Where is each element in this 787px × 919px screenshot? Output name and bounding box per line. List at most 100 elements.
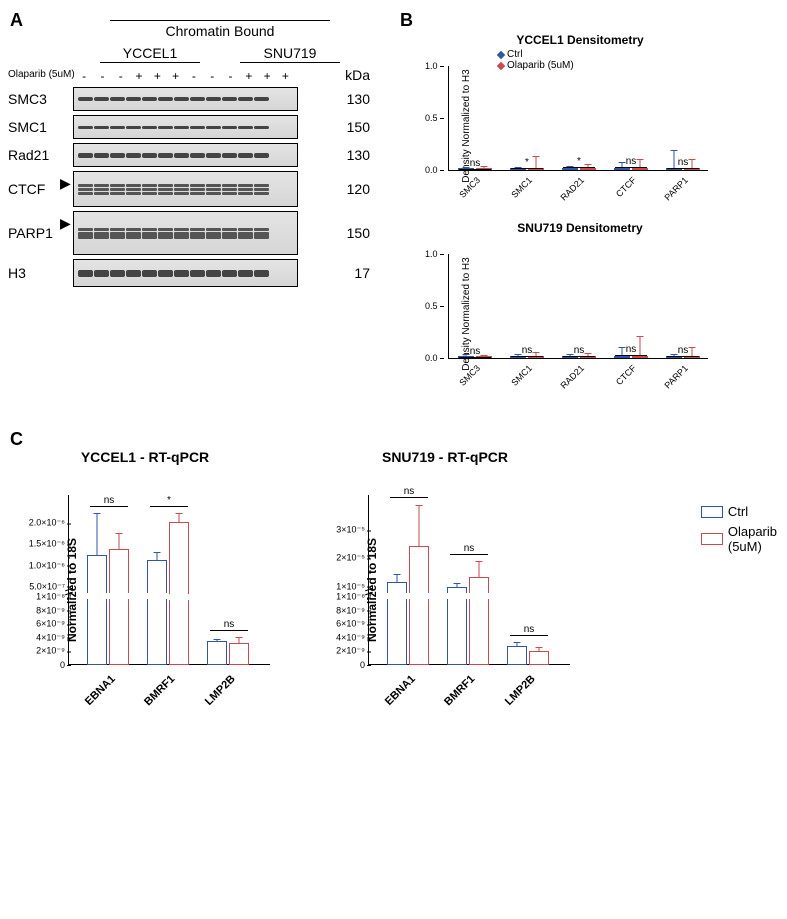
blot-band xyxy=(110,153,125,158)
sig-text: ns xyxy=(459,158,491,169)
blot-band xyxy=(94,184,109,195)
y-tick: 5.0×10⁻⁷ xyxy=(21,581,65,592)
error-bar xyxy=(457,583,458,588)
y-tick: 1.0 xyxy=(425,249,438,259)
arrow-icon: ▶ xyxy=(60,175,71,192)
significance-label: ns xyxy=(210,619,248,631)
significance-label: ns xyxy=(459,158,491,170)
group-header: Chromatin Bound xyxy=(70,20,370,41)
bar-group: RAD21* xyxy=(559,168,599,170)
sig-text: ns xyxy=(511,345,543,356)
blot-band xyxy=(142,97,157,101)
axis-break-icon xyxy=(365,587,373,597)
blot-box xyxy=(73,171,298,207)
sig-bracket xyxy=(459,169,491,170)
sig-bracket xyxy=(210,630,248,631)
legend-item: Olaparib (5uM) xyxy=(498,60,574,71)
sig-text: ns xyxy=(459,346,491,357)
error-bar xyxy=(119,533,120,550)
blot-band xyxy=(174,97,189,101)
y-tick: 1.0 xyxy=(425,61,438,71)
blot-band xyxy=(126,228,141,239)
y-tick: 0 xyxy=(321,660,365,670)
blot-band xyxy=(206,97,221,101)
y-tick: 1.0×10⁻⁶ xyxy=(21,560,65,571)
blot-box xyxy=(73,87,298,111)
blot-row: SMC1150 xyxy=(70,115,370,139)
blot-box xyxy=(73,143,298,167)
bar-group: CTCFns xyxy=(611,168,651,170)
chart-title: SNU719 - RT-qPCR xyxy=(310,449,580,465)
significance-label: ns xyxy=(615,344,647,356)
blot-band xyxy=(174,228,189,239)
sig-bracket xyxy=(511,168,543,169)
lane-sign: - xyxy=(185,69,203,83)
y-tick: 8×10⁻⁹ xyxy=(321,605,365,616)
significance-label: ns xyxy=(459,346,491,358)
legend-text: Olaparib (5uM) xyxy=(507,60,574,71)
significance-label: ns xyxy=(511,345,543,357)
molecular-weight: 120 xyxy=(347,181,370,197)
error-bar xyxy=(397,574,398,583)
bar-group: BMRF1ns xyxy=(444,495,494,665)
significance-label: ns xyxy=(563,345,595,357)
bar xyxy=(387,582,407,665)
blot-band xyxy=(222,97,237,101)
bar-group: EBNA1ns xyxy=(384,495,434,665)
plot-area: 1×10⁻⁸8×10⁻⁹6×10⁻⁹4×10⁻⁹2×10⁻⁹02.0×10⁻⁶1… xyxy=(68,495,270,665)
sig-bracket xyxy=(615,355,647,356)
blot-container: Chromatin Bound YCCEL1 SNU719 Olaparib (… xyxy=(70,20,370,287)
molecular-weight: 150 xyxy=(347,119,370,135)
blot-band xyxy=(254,97,269,101)
panel-a: A Chromatin Bound YCCEL1 SNU719 Olaparib… xyxy=(10,10,390,409)
blot-band xyxy=(142,228,157,239)
axis-break-icon xyxy=(65,587,73,597)
sig-text: * xyxy=(563,156,595,167)
blot-box xyxy=(73,211,298,255)
blot-band xyxy=(190,184,205,195)
bar-group: BMRF1* xyxy=(144,495,194,665)
lane-sign: + xyxy=(148,69,166,83)
x-axis-label: EBNA1 xyxy=(383,673,418,708)
bar xyxy=(632,356,648,358)
sig-text: ns xyxy=(667,157,699,168)
error-bar xyxy=(479,561,480,578)
blot-band xyxy=(94,270,109,277)
significance-label: ns xyxy=(615,156,647,168)
bar xyxy=(507,646,527,665)
sig-bracket xyxy=(667,168,699,169)
x-axis-label: PARP1 xyxy=(663,175,690,202)
blot-band xyxy=(94,97,109,101)
blot-band xyxy=(254,228,269,239)
blot-band xyxy=(126,270,141,277)
blot-band xyxy=(222,184,237,195)
lane-signs: ---+++---+++ xyxy=(75,69,295,83)
error-bar xyxy=(239,637,240,644)
legend-swatch-ola xyxy=(701,533,723,545)
bar xyxy=(632,168,648,170)
blot-band xyxy=(174,184,189,195)
blot-band xyxy=(238,126,253,129)
sig-text: ns xyxy=(210,619,248,630)
blot-band xyxy=(238,184,253,195)
sig-bracket xyxy=(150,506,188,507)
blot-band xyxy=(78,270,93,277)
plot-area: 0.00.51.0SMC3nsSMC1*RAD21*CTCFnsPARP1ns xyxy=(448,66,708,171)
panel-a-label: A xyxy=(10,10,23,31)
sig-text: ns xyxy=(510,624,548,635)
cell-line-label: YCCEL1 xyxy=(100,45,200,63)
protein-label: SMC1 xyxy=(8,119,47,135)
blot-band xyxy=(190,153,205,158)
significance-label: * xyxy=(150,495,188,507)
y-tick: 0.5 xyxy=(425,113,438,123)
lane-sign: + xyxy=(276,69,294,83)
lane-sign: - xyxy=(112,69,130,83)
sig-text: ns xyxy=(450,543,488,554)
legend-item: Olaparib(5uM) xyxy=(701,524,777,554)
y-tick: 1×10⁻⁵ xyxy=(321,581,365,592)
protein-label: H3 xyxy=(8,265,26,281)
arrow-icon: ▶ xyxy=(60,215,71,232)
blot-band xyxy=(142,270,157,277)
legend-text: Olaparib(5uM) xyxy=(728,524,777,554)
blot-band xyxy=(254,184,269,195)
